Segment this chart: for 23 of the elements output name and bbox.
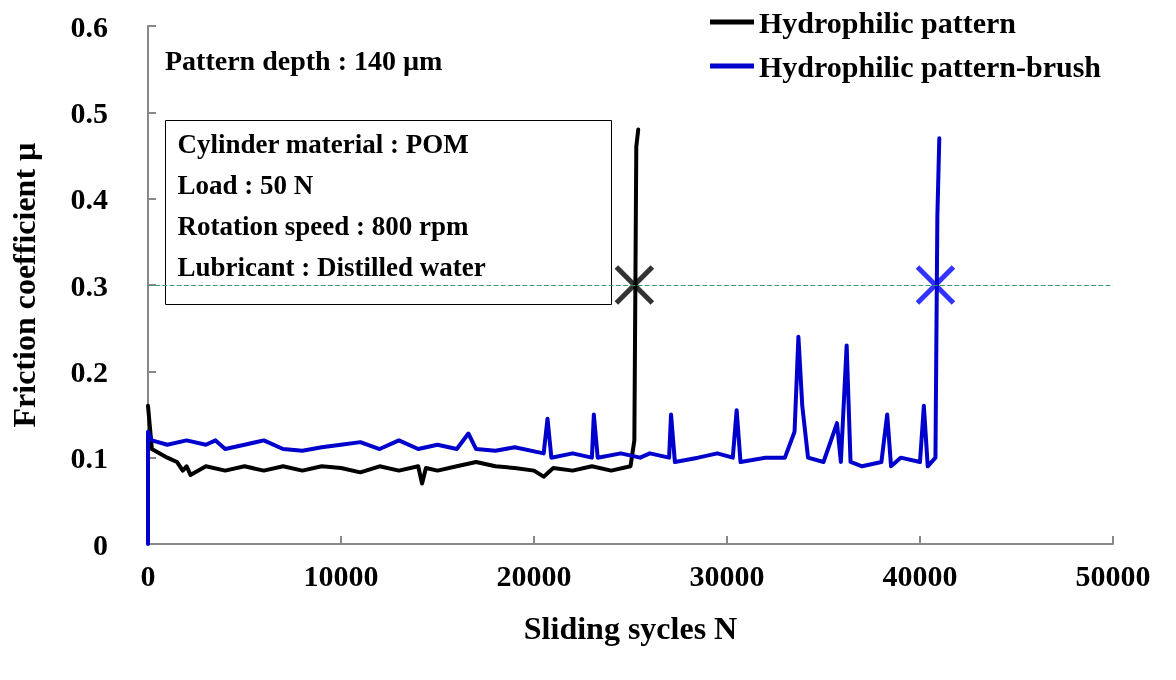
y-tick-label: 0.6 <box>70 9 108 43</box>
annotation: Load : 50 N <box>177 170 314 200</box>
y-tick-label: 0.3 <box>70 268 108 302</box>
y-tick-label: 0.4 <box>70 182 108 216</box>
legend-label: Hydrophilic pattern-brush <box>759 49 1102 83</box>
y-tick-label: 0.1 <box>70 441 108 475</box>
annotation: Lubricant : Distilled water <box>177 252 486 282</box>
y-axis-title: Friction coefficient µ <box>6 142 42 428</box>
x-tick-label: 40000 <box>882 558 958 592</box>
y-tick-label: 0.5 <box>70 95 108 129</box>
line-series <box>146 136 942 546</box>
y-tick-label: 0.2 <box>70 354 108 388</box>
x-tick-label: 50000 <box>1075 558 1151 592</box>
annotation: Rotation speed : 800 rpm <box>177 211 469 241</box>
y-tick-label: 0 <box>93 527 108 561</box>
x-tick-label: 0 <box>140 558 156 592</box>
x-tick-label: 30000 <box>689 558 765 592</box>
x-axis-title: Sliding sycles N <box>523 610 738 646</box>
x-tick-label: 20000 <box>496 558 572 592</box>
x-tick-label: 10000 <box>303 558 379 592</box>
annotation: Cylinder material : POM <box>177 129 469 159</box>
legend-label: Hydrophilic pattern <box>759 5 1017 39</box>
annotation: Pattern depth : 140 µm <box>165 44 443 76</box>
